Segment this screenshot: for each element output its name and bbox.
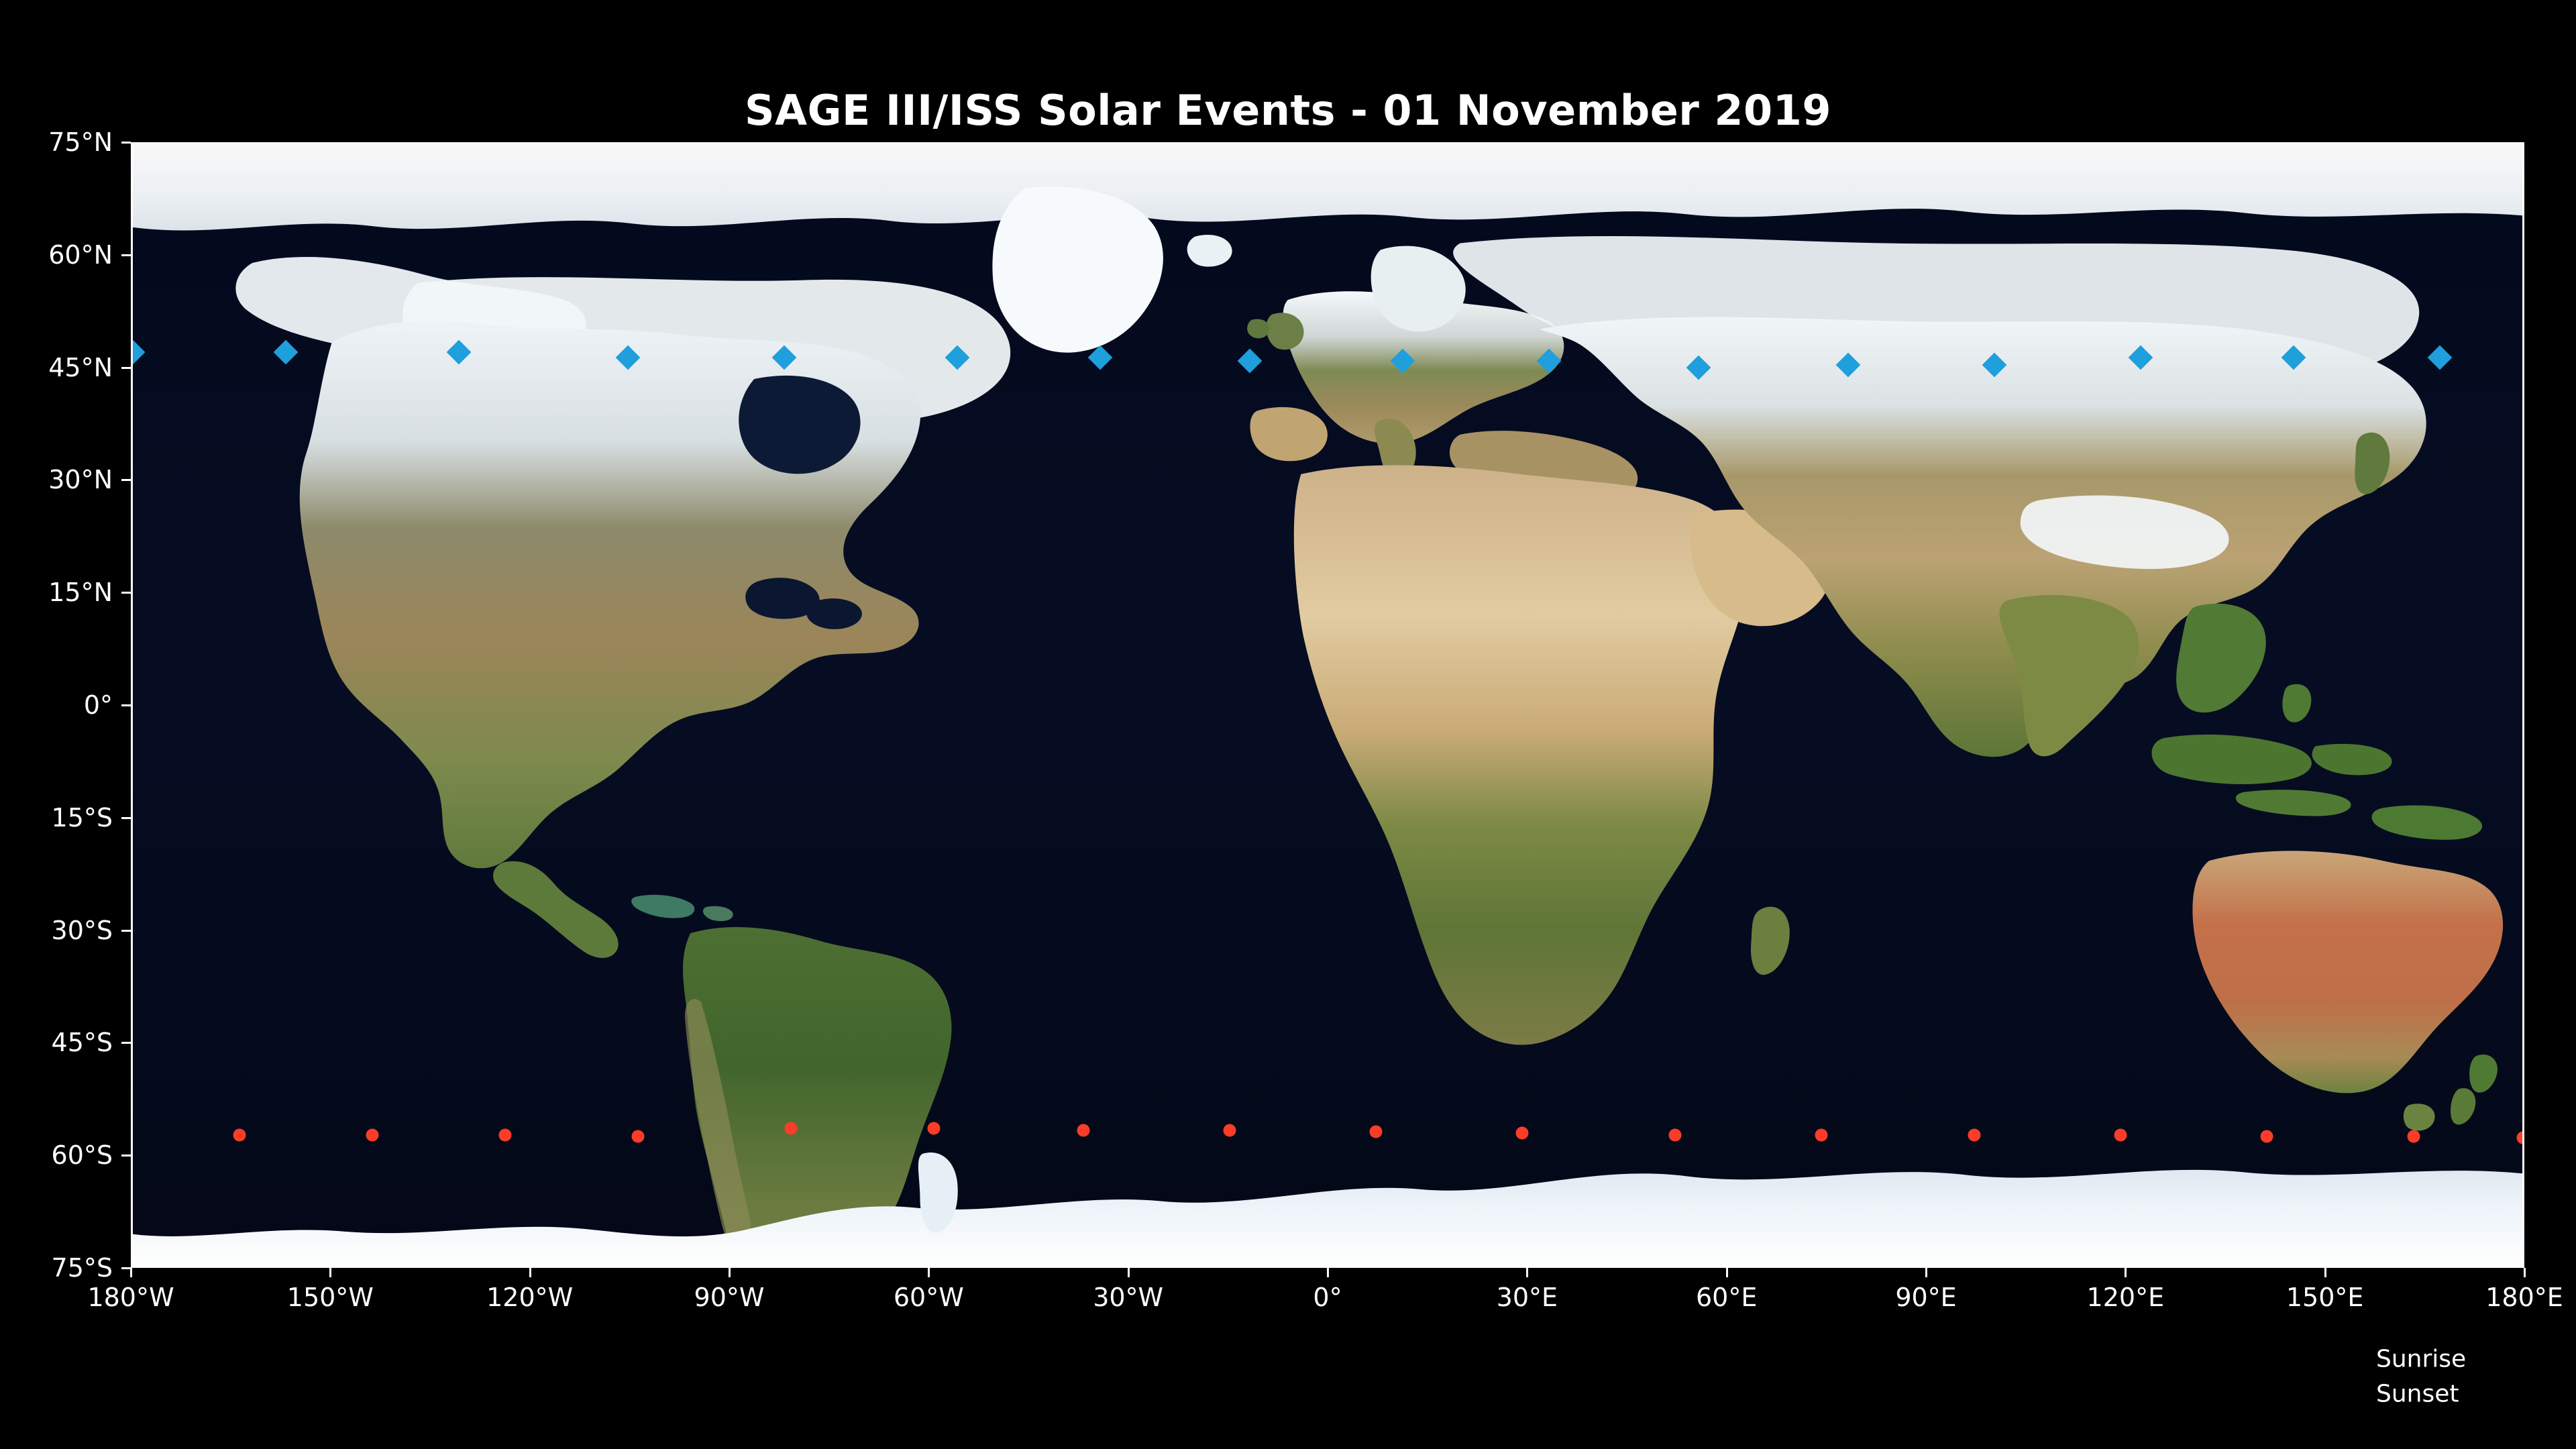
y-tick-label: 15°S — [51, 802, 113, 833]
y-tick-label: 15°N — [48, 578, 113, 608]
y-tick-mark — [121, 142, 131, 144]
sunset-marker[interactable] — [2260, 1130, 2273, 1143]
sunset-marker[interactable] — [1815, 1128, 1828, 1142]
sunset-marker[interactable] — [1968, 1128, 1981, 1142]
x-tick-label: 150°E — [2286, 1283, 2364, 1312]
y-tick-mark — [121, 254, 131, 256]
sunset-marker[interactable] — [1668, 1128, 1682, 1142]
sunset-marker[interactable] — [1077, 1124, 1090, 1137]
x-tick-label: 0° — [1313, 1283, 1342, 1312]
y-tick-label: 0° — [83, 690, 113, 720]
x-tick-label: 90°E — [1895, 1283, 1957, 1312]
y-tick-label: 45°N — [48, 352, 113, 382]
y-tick-label: 30°S — [51, 915, 113, 945]
x-tick-label: 180°E — [2485, 1283, 2563, 1312]
x-tick-label: 60°W — [893, 1283, 964, 1312]
sunset-marker[interactable] — [2114, 1128, 2127, 1142]
x-tick-label: 120°E — [2086, 1283, 2165, 1312]
y-tick-mark — [121, 1155, 131, 1157]
legend-item-sunset[interactable]: Sunset — [2334, 1377, 2563, 1411]
sunset-marker[interactable] — [1223, 1124, 1236, 1137]
x-tick-mark — [1526, 1268, 1529, 1277]
legend-label-sunrise: Sunrise — [2376, 1345, 2467, 1373]
x-tick-label: 120°W — [486, 1283, 574, 1312]
sunset-marker[interactable] — [927, 1122, 941, 1135]
x-tick-mark — [329, 1268, 332, 1277]
sunset-marker[interactable] — [233, 1128, 246, 1142]
sunset-marker[interactable] — [2407, 1130, 2420, 1143]
page-title: SAGE III/ISS Solar Events - 01 November … — [745, 86, 1831, 135]
sunset-marker[interactable] — [631, 1130, 645, 1143]
x-tick-label: 90°W — [694, 1283, 765, 1312]
sunset-marker[interactable] — [784, 1122, 798, 1135]
x-tick-label: 60°E — [1695, 1283, 1758, 1312]
x-tick-mark — [1925, 1268, 1927, 1277]
sunset-marker[interactable] — [1369, 1125, 1383, 1138]
y-tick-label: 60°S — [51, 1140, 113, 1171]
y-tick-mark — [121, 1267, 131, 1269]
y-tick-mark — [121, 929, 131, 932]
y-tick-mark — [121, 479, 131, 482]
legend-label-sunset: Sunset — [2376, 1380, 2459, 1408]
legend: Sunrise Sunset — [2334, 1342, 2563, 1411]
y-tick-mark — [121, 816, 131, 819]
y-tick-mark — [121, 1042, 131, 1044]
y-tick-label: 75°N — [48, 127, 113, 157]
y-tick-label: 75°S — [51, 1253, 113, 1283]
x-tick-mark — [928, 1268, 930, 1277]
x-tick-mark — [2524, 1268, 2526, 1277]
x-tick-mark — [1127, 1268, 1130, 1277]
sunset-marker[interactable] — [1515, 1126, 1529, 1140]
x-tick-mark — [1327, 1268, 1329, 1277]
sunset-marker[interactable] — [2516, 1131, 2522, 1144]
y-tick-label: 45°S — [51, 1028, 113, 1058]
y-tick-mark — [121, 366, 131, 369]
x-tick-mark — [2125, 1268, 2127, 1277]
x-tick-label: 180°W — [87, 1283, 174, 1312]
y-tick-mark — [121, 704, 131, 706]
y-tick-mark — [121, 592, 131, 594]
sunset-marker[interactable] — [366, 1128, 379, 1142]
x-tick-label: 30°E — [1496, 1283, 1558, 1312]
y-tick-label: 30°N — [48, 465, 113, 495]
y-tick-label: 60°N — [48, 239, 113, 270]
x-tick-label: 30°W — [1093, 1283, 1164, 1312]
map-plot-area[interactable] — [131, 142, 2524, 1268]
x-tick-mark — [2324, 1268, 2326, 1277]
x-tick-mark — [1725, 1268, 1728, 1277]
legend-item-sunrise[interactable]: Sunrise — [2334, 1342, 2563, 1377]
x-tick-label: 150°W — [286, 1283, 374, 1312]
world-basemap — [133, 144, 2522, 1266]
sunset-marker[interactable] — [498, 1128, 512, 1142]
x-tick-mark — [130, 1268, 132, 1277]
x-tick-mark — [529, 1268, 531, 1277]
x-tick-mark — [729, 1268, 731, 1277]
